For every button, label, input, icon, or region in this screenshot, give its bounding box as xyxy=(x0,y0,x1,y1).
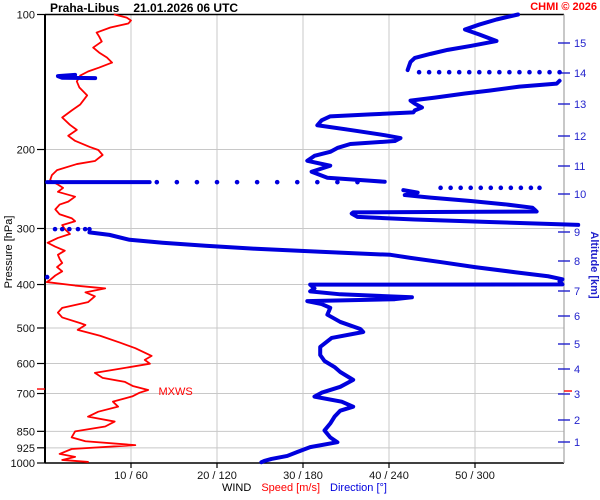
wind-direction-dot xyxy=(517,69,522,75)
wind-direction-curve xyxy=(349,188,581,227)
pressure-tick-label: 925 xyxy=(17,443,35,455)
wind-direction-curve xyxy=(305,78,562,184)
wind-direction-dot xyxy=(234,179,240,185)
wind-direction-dot xyxy=(355,179,360,185)
wind-direction-dot xyxy=(154,179,160,185)
wind-direction-dot xyxy=(75,226,81,232)
pressure-axis-label: Pressure [hPa] xyxy=(3,215,15,289)
copyright-notice: CHMI © 2026 xyxy=(530,1,597,13)
wind-direction-dot xyxy=(426,69,432,75)
wind-direction-dot xyxy=(335,179,340,185)
wind-direction-curve xyxy=(405,12,520,73)
altitude-tick-label: 14 xyxy=(574,68,586,80)
wind-direction-dot xyxy=(416,69,422,75)
altitude-tick-label: 4 xyxy=(574,364,580,376)
wind-direction-dot xyxy=(87,226,92,232)
wind-direction-dot xyxy=(438,185,443,191)
altitude-tick-label: 2 xyxy=(574,415,580,427)
pressure-tick-label: 700 xyxy=(17,389,35,401)
altitude-tick-label: 5 xyxy=(574,339,580,351)
wind-direction-dot xyxy=(294,179,300,185)
wind-direction-dot xyxy=(274,179,280,185)
altitude-tick-label: 7 xyxy=(574,286,580,298)
wind-direction-dot xyxy=(528,185,534,191)
wind-direction-dot xyxy=(59,226,65,232)
chart-title: Praha-Libus 21.01.2026 06 UTC xyxy=(50,1,238,15)
wind-direction-dot xyxy=(448,185,453,191)
pressure-tick-label: 300 xyxy=(17,223,35,235)
wind-direction-dot xyxy=(67,226,72,232)
wind-direction-dot xyxy=(488,185,494,191)
wind-direction-dot xyxy=(194,179,200,185)
x-tick-label: 40 / 240 xyxy=(369,470,409,482)
altitude-tick-label: 11 xyxy=(574,161,585,173)
wind-direction-dot xyxy=(458,185,463,191)
wind-speed-curve xyxy=(45,13,153,463)
pressure-tick-label: 200 xyxy=(17,145,35,157)
altitude-tick-label: 9 xyxy=(574,227,580,239)
wind-direction-dot xyxy=(466,69,472,75)
wind-direction-dot xyxy=(498,185,504,191)
wind-direction-curve xyxy=(55,72,98,81)
pressure-tick-label: 500 xyxy=(17,323,35,335)
altitude-tick-label: 1 xyxy=(574,437,580,449)
wind-direction-dot xyxy=(82,226,88,232)
x-tick-label: 50 / 300 xyxy=(455,470,495,482)
wind-direction-dot xyxy=(487,69,492,75)
wind-direction-dot xyxy=(315,179,320,185)
wind-direction-dot xyxy=(477,69,482,75)
x-axis-caption: WIND Speed [m/s] Direction [°] xyxy=(45,482,564,494)
x-tick-label: 20 / 120 xyxy=(197,470,237,482)
altitude-tick-label: 12 xyxy=(574,131,586,143)
x-tick-label: 10 / 60 xyxy=(114,470,148,482)
sounding-datetime: 21.01.2026 06 UTC xyxy=(133,1,239,15)
mxws-annotation: MXWS xyxy=(158,385,193,398)
altitude-tick-label: 15 xyxy=(574,38,586,50)
x-tick-label: 30 / 180 xyxy=(283,470,323,482)
pressure-tick-label: 100 xyxy=(17,10,35,22)
wind-direction-dot xyxy=(507,69,512,75)
wind-direction-dot xyxy=(456,69,462,75)
wind-direction-curve xyxy=(87,230,565,465)
altitude-axis-label: Altitude [km] xyxy=(588,231,600,299)
wind-caption: WIND xyxy=(221,482,252,494)
pressure-tick-label: 600 xyxy=(17,359,35,371)
wind-direction-dot xyxy=(446,69,452,75)
altitude-tick-label: 6 xyxy=(574,311,580,323)
wind-direction-dot xyxy=(174,179,180,185)
altitude-tick-label: 8 xyxy=(574,256,580,268)
altitude-tick-label: 10 xyxy=(574,189,586,201)
wind-direction-dot xyxy=(436,69,442,75)
wind-direction-dot xyxy=(537,69,542,75)
wind-direction-dot xyxy=(557,69,562,75)
speed-caption: Speed [m/s] xyxy=(261,482,321,494)
wind-direction-dot xyxy=(508,185,514,191)
wind-direction-dot xyxy=(478,185,484,191)
wind-direction-dot xyxy=(537,185,542,191)
wind-direction-dot xyxy=(44,274,50,280)
pressure-tick-label: 1000 xyxy=(11,458,35,470)
pressure-tick-label: 850 xyxy=(17,426,35,438)
wind-direction-dot xyxy=(52,226,58,232)
wind-direction-dot xyxy=(547,69,552,75)
wind-direction-dot xyxy=(214,179,220,185)
wind-direction-dot xyxy=(468,185,474,191)
wind-direction-dot xyxy=(254,179,260,185)
wind-direction-dot xyxy=(497,69,502,75)
station-name: Praha-Libus xyxy=(50,1,120,15)
wind-direction-dot xyxy=(518,185,524,191)
altitude-tick-label: 3 xyxy=(574,389,580,401)
wind-direction-dot xyxy=(527,69,532,75)
pressure-tick-label: 400 xyxy=(17,280,35,292)
direction-caption: Direction [°] xyxy=(330,482,387,494)
altitude-tick-label: 13 xyxy=(574,99,586,111)
